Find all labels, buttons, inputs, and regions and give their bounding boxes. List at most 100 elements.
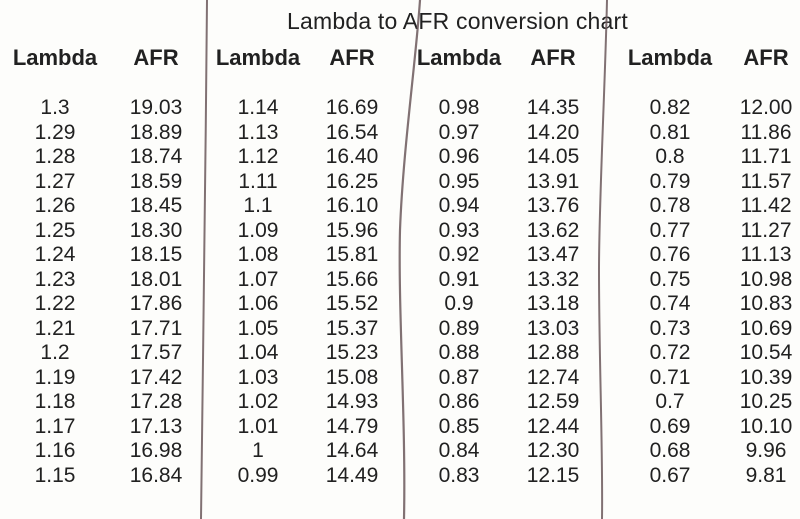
table-row: 1.28 18.74 bbox=[0, 145, 202, 170]
table-row: 1 14.64 bbox=[208, 439, 396, 464]
table-row: 1.05 15.37 bbox=[208, 317, 396, 342]
afr-value: 10.39 bbox=[739, 365, 793, 389]
column-group: Lambda AFR 1.14 16.69 1.13 16.54 1.12 16.40 1.… bbox=[208, 45, 396, 489]
table-row: 1.29 18.89 bbox=[0, 121, 202, 146]
lambda-value: 0.8 bbox=[655, 145, 685, 169]
lambda-value: 1.28 bbox=[34, 145, 76, 169]
afr-value: 18.59 bbox=[129, 169, 183, 193]
column-header-lambda: Lambda bbox=[12, 45, 98, 70]
lambda-value: 1.17 bbox=[34, 414, 76, 438]
table-row: 0.98 14.35 bbox=[408, 96, 596, 121]
afr-value: 18.30 bbox=[129, 218, 183, 242]
lambda-value: 0.82 bbox=[649, 96, 691, 120]
afr-value: 18.89 bbox=[129, 120, 183, 144]
afr-value: 19.03 bbox=[129, 96, 183, 120]
table-row: 1.09 15.96 bbox=[208, 219, 396, 244]
table-row: 0.97 14.20 bbox=[408, 121, 596, 146]
table-row: 1.08 15.81 bbox=[208, 243, 396, 268]
lambda-value: 1.08 bbox=[237, 243, 279, 267]
afr-value: 10.10 bbox=[739, 414, 793, 438]
afr-value: 14.35 bbox=[526, 96, 580, 120]
afr-value: 16.10 bbox=[325, 194, 379, 218]
table-row: 0.79 11.57 bbox=[618, 170, 800, 195]
afr-value: 14.79 bbox=[325, 414, 379, 438]
afr-value: 17.71 bbox=[129, 316, 183, 340]
lambda-value: 0.89 bbox=[438, 316, 480, 340]
column-group: Lambda AFR 0.82 12.00 0.81 11.86 0.8 11.71 0.7… bbox=[618, 45, 800, 488]
table-row: 1.17 17.13 bbox=[0, 415, 202, 440]
lambda-value: 1.23 bbox=[34, 267, 76, 291]
pen-line-3 bbox=[597, 0, 608, 519]
lambda-value: 0.76 bbox=[649, 243, 691, 267]
lambda-value: 1.02 bbox=[237, 390, 279, 414]
lambda-value: 1.13 bbox=[237, 120, 279, 144]
table-row: 0.76 11.13 bbox=[618, 243, 800, 268]
table-row: 0.77 11.27 bbox=[618, 219, 800, 244]
table-row: 0.87 12.74 bbox=[408, 366, 596, 391]
table-row: 0.82 12.00 bbox=[618, 96, 800, 121]
table-row: 0.99 14.49 bbox=[208, 464, 396, 489]
table-row: 0.91 13.32 bbox=[408, 268, 596, 293]
lambda-value: 0.79 bbox=[649, 169, 691, 193]
table-row: 1.15 16.84 bbox=[0, 464, 202, 489]
data-rows: 0.98 14.35 0.97 14.20 0.96 14.05 0.95 13.91 0.94… bbox=[408, 96, 596, 488]
table-row: 0.81 11.86 bbox=[618, 121, 800, 146]
afr-value: 16.54 bbox=[325, 120, 379, 144]
afr-value: 13.91 bbox=[526, 169, 580, 193]
afr-value: 15.81 bbox=[325, 243, 379, 267]
afr-value: 16.69 bbox=[325, 96, 379, 120]
table-row: 0.89 13.03 bbox=[408, 317, 596, 342]
afr-value: 13.62 bbox=[526, 218, 580, 242]
lambda-value: 1.22 bbox=[34, 292, 76, 316]
lambda-value: 1.3 bbox=[40, 96, 70, 120]
table-row: 1.03 15.08 bbox=[208, 366, 396, 391]
table-row: 1.3 19.03 bbox=[0, 96, 202, 121]
column-header-afr: AFR bbox=[133, 45, 179, 70]
afr-value: 12.00 bbox=[739, 96, 793, 120]
afr-value: 17.28 bbox=[129, 390, 183, 414]
lambda-value: 1.16 bbox=[34, 439, 76, 463]
lambda-value: 1.09 bbox=[237, 218, 279, 242]
afr-value: 11.42 bbox=[740, 194, 792, 218]
table-row: 0.86 12.59 bbox=[408, 390, 596, 415]
table-row: 0.84 12.30 bbox=[408, 439, 596, 464]
afr-value: 13.47 bbox=[526, 243, 580, 267]
afr-value: 13.76 bbox=[526, 194, 580, 218]
afr-value: 14.05 bbox=[526, 145, 580, 169]
lambda-value: 1.12 bbox=[237, 145, 279, 169]
lambda-value: 0.72 bbox=[649, 341, 691, 365]
afr-value: 15.52 bbox=[325, 292, 379, 316]
afr-value: 16.25 bbox=[325, 169, 379, 193]
table-row: 0.74 10.83 bbox=[618, 292, 800, 317]
lambda-value: 1.01 bbox=[237, 414, 279, 438]
column-group: Lambda AFR 0.98 14.35 0.97 14.20 0.96 14.05 0.… bbox=[408, 45, 596, 488]
afr-value: 14.93 bbox=[325, 390, 379, 414]
table-row: 0.93 13.62 bbox=[408, 219, 596, 244]
afr-value: 11.71 bbox=[740, 145, 792, 169]
table-row: 0.83 12.15 bbox=[408, 464, 596, 489]
lambda-value: 1.2 bbox=[40, 341, 70, 365]
lambda-value: 0.92 bbox=[438, 243, 480, 267]
lambda-value: 0.98 bbox=[438, 96, 480, 120]
header-row: Lambda AFR bbox=[408, 45, 596, 70]
table-row: 1.14 16.69 bbox=[208, 96, 396, 121]
lambda-value: 0.69 bbox=[649, 414, 691, 438]
lambda-value: 0.81 bbox=[649, 120, 691, 144]
lambda-value: 0.77 bbox=[649, 218, 691, 242]
table-row: 0.67 9.81 bbox=[618, 464, 800, 489]
lambda-value: 0.95 bbox=[438, 169, 480, 193]
table-row: 1.12 16.40 bbox=[208, 145, 396, 170]
data-rows: 0.82 12.00 0.81 11.86 0.8 11.71 0.79 11.57 0.78 1… bbox=[618, 96, 800, 488]
column-header-afr: AFR bbox=[530, 45, 576, 70]
table-row: 0.69 10.10 bbox=[618, 415, 800, 440]
table-row: 1.01 14.79 bbox=[208, 415, 396, 440]
header-row: Lambda AFR bbox=[618, 45, 800, 70]
table-row: 1.02 14.93 bbox=[208, 390, 396, 415]
lambda-value: 0.74 bbox=[649, 292, 691, 316]
data-rows: 1.3 19.03 1.29 18.89 1.28 18.74 1.27 18.59 1.26 1… bbox=[0, 96, 202, 488]
lambda-value: 0.93 bbox=[438, 218, 480, 242]
table-row: 1.18 17.28 bbox=[0, 390, 202, 415]
header-row: Lambda AFR bbox=[208, 45, 396, 70]
table-row: 1.21 17.71 bbox=[0, 317, 202, 342]
afr-value: 14.49 bbox=[325, 463, 379, 487]
